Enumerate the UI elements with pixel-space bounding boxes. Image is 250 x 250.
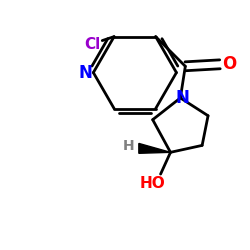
Text: H: H xyxy=(123,140,135,153)
Text: N: N xyxy=(176,89,189,107)
Polygon shape xyxy=(139,144,170,153)
Text: Cl: Cl xyxy=(84,37,100,52)
Text: N: N xyxy=(78,64,92,82)
Text: HO: HO xyxy=(140,176,166,192)
Text: O: O xyxy=(222,55,236,73)
